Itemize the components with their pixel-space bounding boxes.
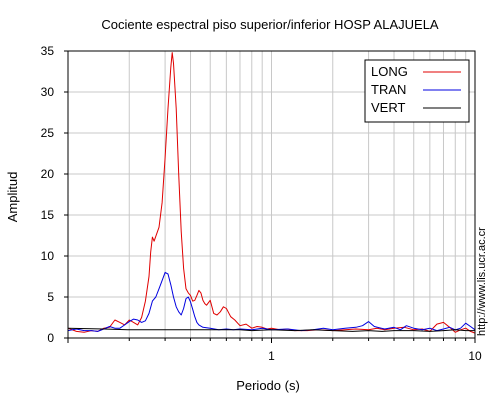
x-tick-label: 10 [468,349,482,363]
series-layer [67,52,476,334]
x-axis: 1 10 [67,338,482,363]
y-tick-label: 10 [41,249,55,263]
x-tick-label: 1 [268,349,275,363]
series-line-vert [67,327,475,332]
series-line-long [67,52,476,334]
legend-box [364,59,470,123]
y-tick-label: 0 [47,331,54,345]
series-line-tran [67,271,476,332]
x-axis-label: Periodo (s) [236,378,300,393]
source-url: http://www.lis.ucr.ac.cr [476,227,488,336]
y-tick-label: 15 [41,208,55,222]
legend: LONG TRAN VERT [364,59,470,123]
y-axis-label: Amplitud [5,172,20,223]
legend-label: LONG [371,64,408,79]
chart-title: Cociente espectral piso superior/inferio… [101,17,439,32]
legend-label: TRAN [371,82,406,97]
y-tick-label: 30 [41,85,55,99]
y-axis: 0 5 10 15 20 25 30 35 [41,44,68,345]
y-tick-label: 5 [47,290,54,304]
y-tick-label: 35 [41,44,55,58]
legend-label: VERT [371,100,405,115]
y-tick-label: 25 [41,126,55,140]
y-tick-label: 20 [41,167,55,181]
